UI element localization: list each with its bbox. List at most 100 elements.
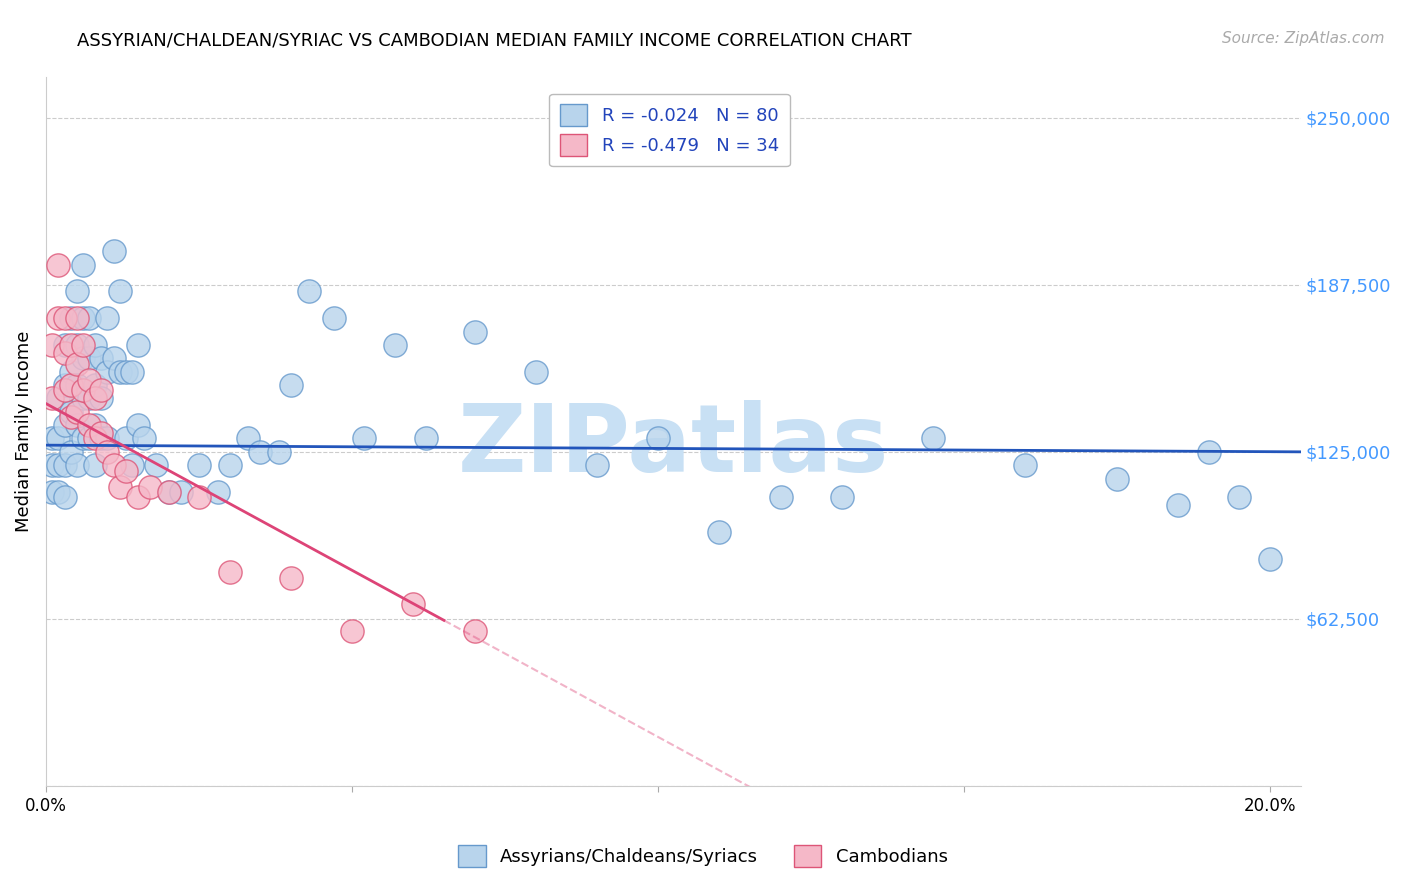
Point xyxy=(77,418,100,433)
Point xyxy=(188,491,211,505)
Point xyxy=(1014,458,1036,473)
Point xyxy=(157,485,180,500)
Point xyxy=(53,311,76,326)
Point xyxy=(66,378,89,392)
Point xyxy=(207,485,229,500)
Point xyxy=(96,365,118,379)
Point xyxy=(77,373,100,387)
Point xyxy=(66,405,89,419)
Point xyxy=(84,378,107,392)
Point xyxy=(66,458,89,473)
Point xyxy=(586,458,609,473)
Point xyxy=(236,432,259,446)
Point xyxy=(280,378,302,392)
Point xyxy=(402,597,425,611)
Point xyxy=(72,311,94,326)
Point xyxy=(90,426,112,441)
Point xyxy=(464,624,486,638)
Point xyxy=(48,458,70,473)
Point xyxy=(84,392,107,406)
Point xyxy=(121,458,143,473)
Point xyxy=(84,432,107,446)
Point xyxy=(59,338,82,352)
Point xyxy=(72,351,94,366)
Point xyxy=(72,392,94,406)
Point xyxy=(188,458,211,473)
Point xyxy=(53,346,76,360)
Point xyxy=(103,458,125,473)
Point xyxy=(41,485,63,500)
Point xyxy=(322,311,344,326)
Point xyxy=(59,365,82,379)
Text: ZIPatlas: ZIPatlas xyxy=(458,400,889,492)
Point xyxy=(53,384,76,398)
Point xyxy=(84,338,107,352)
Point xyxy=(53,418,76,433)
Point xyxy=(90,432,112,446)
Point xyxy=(90,351,112,366)
Point xyxy=(218,458,240,473)
Point xyxy=(340,624,363,638)
Point xyxy=(647,432,669,446)
Point xyxy=(90,384,112,398)
Point xyxy=(72,384,94,398)
Legend: Assyrians/Chaldeans/Syriacs, Cambodians: Assyrians/Chaldeans/Syriacs, Cambodians xyxy=(451,838,955,874)
Point xyxy=(41,458,63,473)
Point xyxy=(922,432,945,446)
Point xyxy=(132,432,155,446)
Point xyxy=(353,432,375,446)
Point xyxy=(103,244,125,259)
Point xyxy=(1198,445,1220,459)
Point xyxy=(96,445,118,459)
Point xyxy=(90,392,112,406)
Point xyxy=(384,338,406,352)
Point xyxy=(108,480,131,494)
Text: Source: ZipAtlas.com: Source: ZipAtlas.com xyxy=(1222,31,1385,46)
Point xyxy=(114,464,136,478)
Point xyxy=(59,311,82,326)
Point xyxy=(53,338,76,352)
Point xyxy=(831,491,853,505)
Point xyxy=(66,357,89,371)
Point xyxy=(48,392,70,406)
Point xyxy=(41,432,63,446)
Point xyxy=(48,258,70,272)
Point xyxy=(267,445,290,459)
Point xyxy=(280,570,302,584)
Point xyxy=(53,491,76,505)
Point xyxy=(53,458,76,473)
Point xyxy=(170,485,193,500)
Point xyxy=(48,432,70,446)
Point xyxy=(1167,499,1189,513)
Point xyxy=(66,311,89,326)
Point xyxy=(84,418,107,433)
Point xyxy=(114,365,136,379)
Point xyxy=(524,365,547,379)
Point xyxy=(59,445,82,459)
Point xyxy=(41,392,63,406)
Point xyxy=(127,338,149,352)
Point xyxy=(96,311,118,326)
Point xyxy=(145,458,167,473)
Point xyxy=(48,485,70,500)
Point xyxy=(769,491,792,505)
Point xyxy=(77,392,100,406)
Point xyxy=(66,418,89,433)
Point xyxy=(59,405,82,419)
Legend: R = -0.024   N = 80, R = -0.479   N = 34: R = -0.024 N = 80, R = -0.479 N = 34 xyxy=(550,94,790,167)
Point xyxy=(298,285,321,299)
Point xyxy=(108,365,131,379)
Point xyxy=(157,485,180,500)
Point xyxy=(59,410,82,425)
Point xyxy=(48,311,70,326)
Point xyxy=(464,325,486,339)
Point xyxy=(77,432,100,446)
Point xyxy=(59,378,82,392)
Point xyxy=(709,525,731,540)
Point xyxy=(96,432,118,446)
Point xyxy=(66,338,89,352)
Point xyxy=(77,311,100,326)
Point xyxy=(1258,551,1281,566)
Point xyxy=(218,565,240,579)
Y-axis label: Median Family Income: Median Family Income xyxy=(15,331,32,533)
